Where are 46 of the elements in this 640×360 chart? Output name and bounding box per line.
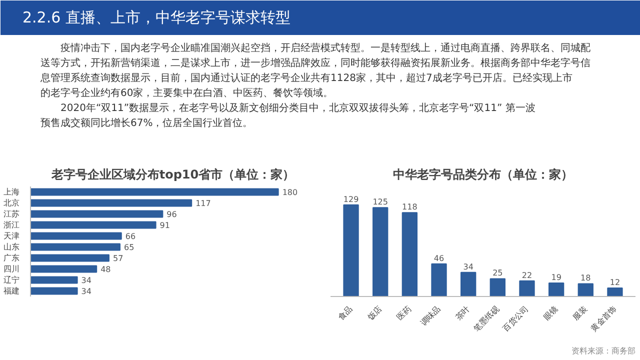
x-tick-label: 食品 — [336, 304, 354, 322]
y-tick-label: 浙江 — [4, 220, 20, 230]
y-tick-label: 北京 — [4, 198, 20, 208]
data-label: 19 — [551, 273, 562, 282]
x-tick-label: 调味品 — [418, 304, 442, 328]
y-tick-label: 山东 — [4, 242, 20, 252]
x-tick-label: 百货公司 — [501, 304, 530, 334]
data-label: 129 — [343, 194, 359, 204]
x-tick-label: 眼镜 — [542, 304, 560, 322]
data-label: 12 — [610, 278, 620, 287]
chart-title: 老字号企业区域分布top10省市（单位：家） — [50, 168, 295, 182]
text: 资料来源：商务部 — [572, 346, 636, 356]
data-label: 96 — [166, 210, 177, 219]
data-label: 125 — [372, 198, 388, 207]
chart-title: 中华老字号品类分布（单位：家） — [393, 168, 573, 182]
data-label: 180 — [282, 188, 298, 197]
y-tick-label: 福建 — [4, 286, 20, 296]
y-tick-label: 上海 — [4, 188, 20, 196]
data-label: 25 — [492, 268, 503, 278]
data-label: 34 — [81, 276, 92, 285]
y-tick-label: 天津 — [4, 232, 20, 240]
text: 2020年“双11”数据显示，在老字号以及新文创细分类目中，北京双双拔得头筹，北京老字号“双11” 第一波预售成交额同比增长67%，位居全国行业首位。 — [40, 102, 536, 129]
data-label: 118 — [402, 202, 418, 212]
y-tick-label: 辽宁 — [4, 276, 20, 284]
data-label: 34 — [463, 262, 474, 272]
text: 疫情冲击下，国内老字号企业瞄准国潮兴起空挡，开启经营模式转型。一是转型线上，通过电商直播、跨界联名、同城配送等方式，开拓新营销渠道，二是谋求上市，进一步增强品牌效应，同时能够获得融资拓展新业务。根据商务部中华老字号信息管理系统查询数据显示，目前，国内通过认证的老字号企业共有1128家，其中，超过7成老字号已开店。已经实现上市的老字号企业约有60家，主要集中在白酒、中医药、餐饮等领域。 — [40, 42, 590, 99]
y-tick-label: 江苏 — [4, 210, 20, 218]
data-label: 66 — [125, 232, 136, 241]
x-tick-label: 饭店 — [365, 304, 384, 323]
y-tick-label: 广东 — [4, 254, 20, 262]
data-label: 91 — [160, 221, 170, 230]
data-label: 48 — [100, 265, 111, 274]
data-label: 65 — [124, 243, 134, 252]
x-tick-label: 茶叶 — [454, 304, 472, 322]
data-label: 57 — [112, 254, 124, 263]
y-tick-label: 四川 — [4, 264, 20, 274]
text: 2.2.6 直播、上市，中华老字号谋求转型 — [22, 8, 290, 26]
data-label: 22 — [522, 270, 532, 280]
x-tick-label: 服装 — [571, 304, 589, 322]
x-tick-label: 黄金首饰 — [589, 304, 618, 334]
x-tick-label: 笔墨纸砚 — [472, 304, 501, 334]
data-label: 18 — [580, 274, 591, 283]
x-tick-label: 医药 — [395, 304, 413, 322]
data-label: 117 — [196, 199, 211, 208]
data-label: 34 — [81, 287, 92, 296]
data-label: 46 — [434, 254, 444, 263]
